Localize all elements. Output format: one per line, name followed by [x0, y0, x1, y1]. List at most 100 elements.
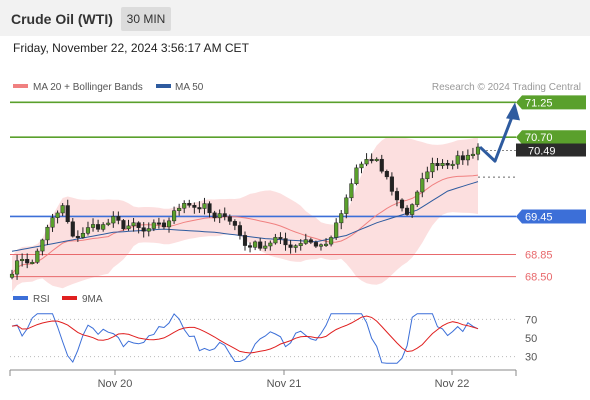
- candle-body: [141, 227, 146, 232]
- x-tick-label: Nov 21: [267, 378, 302, 390]
- candle-body: [248, 245, 253, 248]
- level-label-68-85: 68.85: [525, 249, 553, 261]
- candle-body: [303, 239, 308, 244]
- candle-body: [45, 226, 50, 241]
- candle-body: [460, 155, 465, 161]
- candle-body: [329, 237, 334, 245]
- candle-body: [242, 235, 248, 246]
- level-tag-71-25: [516, 95, 586, 110]
- scenario-arrowhead: [506, 102, 520, 121]
- legend-ma50-label: MA 50: [175, 82, 204, 93]
- candle-body: [85, 227, 91, 234]
- legend-rsi-swatch: [13, 296, 28, 300]
- candle-body: [161, 222, 167, 228]
- candle-body: [298, 243, 303, 246]
- candle-body: [405, 207, 410, 215]
- candle-body: [116, 216, 121, 221]
- candle-body: [354, 167, 359, 184]
- candle-body: [339, 213, 344, 224]
- candle-body: [465, 154, 470, 161]
- candle-body: [293, 245, 298, 248]
- candle-body: [70, 221, 75, 237]
- candle-body: [106, 222, 111, 225]
- candle-body: [187, 202, 192, 206]
- rsi-tick-50: 50: [525, 333, 537, 345]
- candle-body: [126, 225, 131, 230]
- candle-body: [415, 191, 420, 205]
- candle-body: [440, 163, 445, 167]
- legend-ma20-swatch: [13, 84, 28, 88]
- scenario-arrow-path: [478, 113, 515, 163]
- candle-body: [80, 232, 85, 238]
- candle-body: [217, 213, 222, 219]
- candle-body: [151, 222, 156, 229]
- rsi-line: [11, 313, 479, 364]
- candle-body: [30, 261, 35, 264]
- x-tick-label: Nov 22: [435, 378, 470, 390]
- x-tick-label: Nov 20: [98, 378, 133, 390]
- candle-body: [384, 171, 389, 178]
- candle-body: [177, 207, 182, 211]
- instrument-title: Crude Oil (WTI): [11, 11, 113, 27]
- candle-body: [15, 260, 20, 275]
- candle-body: [40, 239, 45, 252]
- candle-body: [172, 210, 177, 222]
- candle-body: [379, 158, 384, 172]
- candle-body: [131, 222, 136, 227]
- legend-ma50-swatch: [156, 84, 171, 88]
- candle-body: [121, 220, 126, 230]
- level-label-68-50: 68.50: [525, 272, 553, 284]
- legend-rsi-label: RSI: [33, 294, 50, 305]
- candle-body: [344, 197, 349, 214]
- candle-body: [273, 237, 278, 244]
- candle-body: [90, 224, 96, 228]
- candle-body: [258, 241, 263, 249]
- candle-body: [136, 222, 141, 228]
- candle-body: [65, 205, 70, 222]
- rsi-tick-30: 30: [525, 352, 537, 364]
- candle-body: [318, 244, 324, 247]
- candle-body: [75, 235, 80, 238]
- candle-body: [374, 158, 379, 161]
- candle-body: [394, 191, 400, 201]
- candle-body: [283, 238, 288, 246]
- candle-body: [369, 159, 374, 162]
- candle-body: [268, 242, 273, 247]
- candle-body: [425, 171, 430, 179]
- level-tag-70-70: [516, 130, 586, 145]
- candle-body: [359, 163, 364, 169]
- candle-body: [323, 243, 329, 246]
- candle-body: [450, 163, 455, 166]
- candle-body: [212, 212, 217, 219]
- candle-body: [410, 204, 415, 215]
- timeframe-badge[interactable]: 30 MIN: [121, 7, 171, 31]
- level-label-69-45: 69.45: [525, 211, 553, 223]
- candle-body: [278, 237, 283, 240]
- candle-body: [166, 220, 172, 228]
- candle-body: [227, 216, 232, 222]
- candle-body: [445, 163, 450, 166]
- candle-body: [430, 163, 435, 173]
- candle-body: [182, 202, 187, 209]
- candle-body: [470, 153, 475, 156]
- candle-body: [288, 244, 293, 248]
- candle-body: [455, 155, 460, 165]
- candle-body: [308, 239, 313, 243]
- bollinger-band-area: [12, 136, 478, 292]
- last-price-label: 70.49: [528, 146, 556, 158]
- rsi-tick-70: 70: [525, 314, 537, 326]
- legend-ma20-label: MA 20 + Bollinger Bands: [33, 82, 143, 93]
- credit-text: Research © 2024 Trading Central: [432, 82, 581, 93]
- report-datetime: Friday, November 22, 2024 3:56:17 AM CET: [13, 41, 249, 55]
- candle-body: [420, 178, 425, 193]
- candle-body: [207, 203, 212, 214]
- candle-body: [263, 245, 268, 249]
- candle-body: [146, 228, 151, 232]
- candle-body: [111, 216, 116, 224]
- last-price-tag: [516, 143, 586, 157]
- chart-header: Crude Oil (WTI) 30 MIN: [0, 0, 590, 36]
- candle-body: [197, 207, 202, 210]
- candle-body: [435, 163, 440, 167]
- candle-body: [389, 176, 394, 192]
